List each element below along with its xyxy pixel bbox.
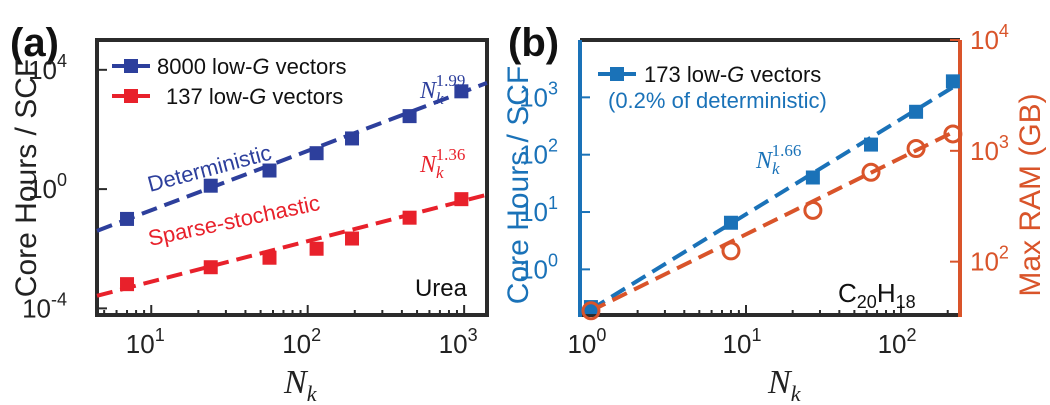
label-sparse-stochastic: Sparse-stochastic [146,190,322,251]
a-point-0-6 [454,84,469,99]
panel-a-xlabel: Nk [283,364,318,405]
b-ytick-right-label: 104 [970,21,1009,55]
legend-note: (0.2% of deterministic) [608,88,827,113]
a-xtick-label: 102 [282,325,321,359]
b-ytick-right-label: 102 [970,243,1009,277]
a-point-1-3 [309,241,324,256]
a-xtick-label: 103 [439,325,478,359]
exponent-deterministic: Nk1.99 [419,71,465,108]
b-xtick-label: 102 [878,325,917,359]
panel-a-label: (a) [10,21,59,65]
b-point-1-4 [906,138,926,158]
a-fit-line-0 [96,81,488,233]
b-fit-line-1 [590,130,954,313]
a-point-0-4 [345,131,360,146]
a-point-1-0 [120,277,135,292]
b-ytick-left-label: 102 [519,136,558,170]
a-fit-line-1 [96,192,488,298]
a-point-0-3 [309,146,324,161]
legend-marker-core-hours [610,67,624,81]
a-ytick-label: 10-4 [22,289,67,323]
a-point-1-6 [454,192,469,207]
b-ytick-left-label: 100 [519,250,558,284]
b-xtick-label: 100 [567,325,606,359]
panel-b-molecule-label: C20H18 [838,278,916,312]
b-point-1-3 [861,162,881,182]
a-point-1-4 [345,231,360,246]
panel-b-ylabel-right: Max RAM (GB) [1014,93,1047,296]
exponent-core-hours: Nk1.66 [755,141,801,178]
legend-marker-deterministic [124,59,138,73]
b-point-0-4 [909,104,924,119]
b-fit-line-0 [589,85,954,312]
panel-b-fit-lines [589,85,954,313]
a-point-0-2 [262,163,277,178]
a-ytick-label: 104 [28,51,67,85]
b-point-1-5 [943,124,963,144]
panel-a-ticks: 101 102 103 10-4 100 104 [22,51,478,359]
b-xtick-label: 101 [723,325,762,359]
panel-a-plot: 101 102 103 10-4 100 104 [22,38,489,359]
b-point-1-1 [721,241,741,261]
panel-a-ylabel: Core Hours / SCF [10,59,43,297]
b-point-1-0 [581,301,601,321]
panel-a-markers [120,84,469,292]
b-ytick-right-label: 103 [970,132,1009,166]
b-point-0-5 [945,74,960,89]
b-ytick-left-label: 103 [519,78,558,112]
a-point-0-0 [120,211,135,226]
panel-a-corner-label: Urea [415,275,468,302]
a-xtick-label: 101 [126,325,165,359]
a-ytick-label: 100 [28,170,67,204]
panel-b-xlabel: Nk [767,364,802,405]
panel-b-ticks: 100 101 102 100 101 102 103 102 103 104 [519,21,1009,359]
b-point-0-3 [863,137,878,152]
panel-a-fit-lines [96,81,488,298]
panel-b-label: (b) [508,21,559,65]
b-point-0-1 [723,215,738,230]
legend-label-sparse: 137 low-G vectors [166,84,343,109]
b-ytick-left-label: 101 [519,193,558,227]
b-point-0-2 [805,170,820,185]
b-point-1-2 [803,200,823,220]
exponent-sparse: Nk1.36 [419,145,465,182]
panel-b-legend: 173 low-G vectors (0.2% of deterministic… [598,62,827,113]
a-point-1-1 [203,260,218,275]
panel-b-markers [581,74,963,321]
a-point-1-2 [262,250,277,265]
legend-label-deterministic: 8000 low-G vectors [157,54,347,79]
panel-a-legend: 8000 low-G vectors 137 low-G vectors [112,54,347,109]
a-point-0-5 [402,109,417,124]
legend-marker-sparse [124,89,138,103]
a-point-1-5 [402,210,417,225]
panel-b-ylabel-left: Core Hours / SCF [502,66,535,304]
a-point-0-1 [203,178,218,193]
panel-b-plot: 100 101 102 100 101 102 103 102 103 104 [519,21,1009,359]
legend-label-core-hours: 173 low-G vectors [644,62,821,87]
